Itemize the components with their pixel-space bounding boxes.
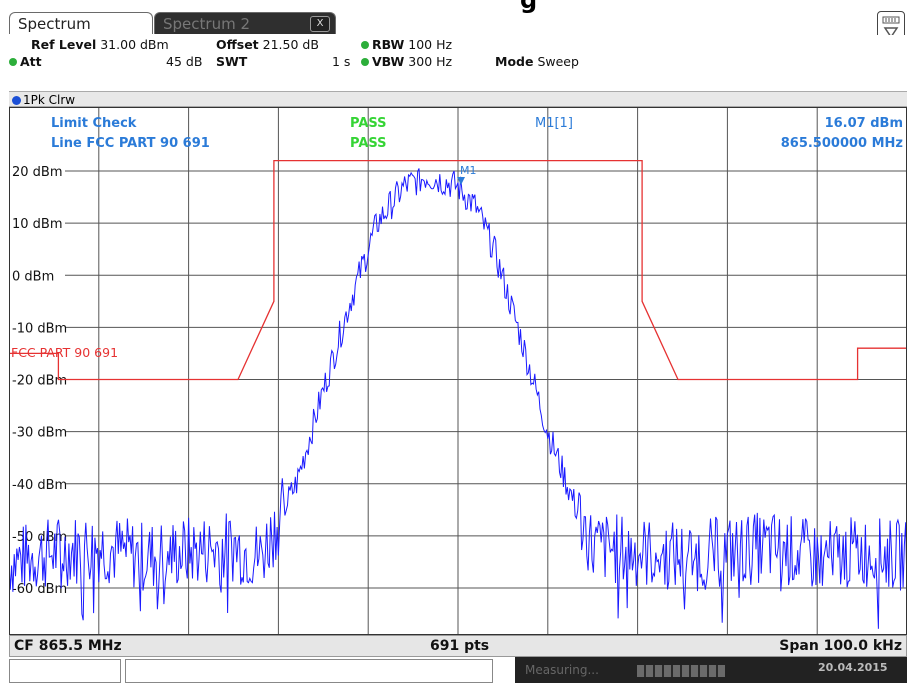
status-bar: Measuring... 20.04.2015 (0, 657, 907, 683)
status-field-2 (125, 659, 493, 683)
points-count: 691 pts (430, 638, 490, 654)
trace-line (9, 168, 907, 629)
span: Span 100.0 kHz (779, 638, 902, 654)
window-title-fragment: g (520, 0, 538, 14)
status-dot-icon (9, 58, 17, 66)
y-tick-label: 0 dBm (12, 269, 54, 284)
swt: SWT (216, 54, 248, 69)
trace-label: 1Pk Clrw (23, 93, 76, 107)
limit-status-1: PASS (350, 116, 387, 131)
progress-bars-icon (637, 665, 725, 677)
swt-value: 1 s (332, 54, 351, 69)
tab-bar: g Spectrum Spectrum 2 X (0, 0, 907, 47)
measuring-text: Measuring... (525, 663, 599, 677)
status-date: 20.04.2015 (818, 661, 888, 674)
limit-line (9, 159, 907, 381)
status-dot-icon (361, 41, 369, 49)
limit-line-label: FCC PART 90 691 (11, 345, 118, 360)
limit-status-2: PASS (350, 136, 387, 151)
marker-level: 16.07 dBm (825, 116, 903, 131)
tab-spectrum-2[interactable]: Spectrum 2 (154, 12, 336, 34)
marker-tag: M1 (460, 164, 477, 177)
att-value: 45 dB (166, 54, 203, 69)
trace-indicator: 1Pk Clrw (9, 91, 907, 107)
limit-check-title: Limit Check (51, 116, 137, 131)
center-frequency: CF 865.5 MHz (14, 638, 122, 654)
marker-arrow-icon[interactable] (457, 177, 465, 185)
y-tick-label: -60 dBm (12, 582, 67, 597)
vbw: VBW 300 Hz (361, 53, 452, 70)
status-dot-icon (361, 58, 369, 66)
y-tick-label: 20 dBm (12, 165, 63, 180)
y-tick-label: -30 dBm (12, 426, 67, 441)
plot-frame (9, 107, 907, 635)
y-tick-label: -20 dBm (12, 374, 67, 389)
limit-check-line: Line FCC PART 90 691 (51, 136, 210, 151)
mode: Mode Sweep (495, 54, 579, 69)
ref-level: Ref Level 31.00 dBm (31, 37, 169, 52)
rbw: RBW 100 Hz (361, 36, 452, 53)
offset: Offset 21.50 dB (216, 37, 319, 52)
y-tick-label: 10 dBm (12, 217, 63, 232)
trace-dot-icon (12, 96, 21, 105)
status-field-1 (9, 659, 121, 683)
footer-bar: CF 865.5 MHz 691 pts Span 100.0 kHz (9, 635, 907, 657)
parameter-panel: Ref Level 31.00 dBm Offset 21.50 dB RBW … (9, 35, 907, 91)
y-tick-label: -40 dBm (12, 478, 67, 493)
tab-spectrum[interactable]: Spectrum (9, 12, 153, 34)
att: Att (9, 53, 42, 70)
spectrum-plot[interactable]: 20 dBm 10 dBm 0 dBm -10 dBm -20 dBm -30 dBm -4… (9, 107, 907, 635)
y-tick-label: -10 dBm (12, 321, 67, 336)
marker-label: M1[1] (535, 116, 573, 131)
marker-frequency: 865.500000 MHz (781, 136, 903, 151)
close-icon[interactable]: X (310, 16, 330, 32)
